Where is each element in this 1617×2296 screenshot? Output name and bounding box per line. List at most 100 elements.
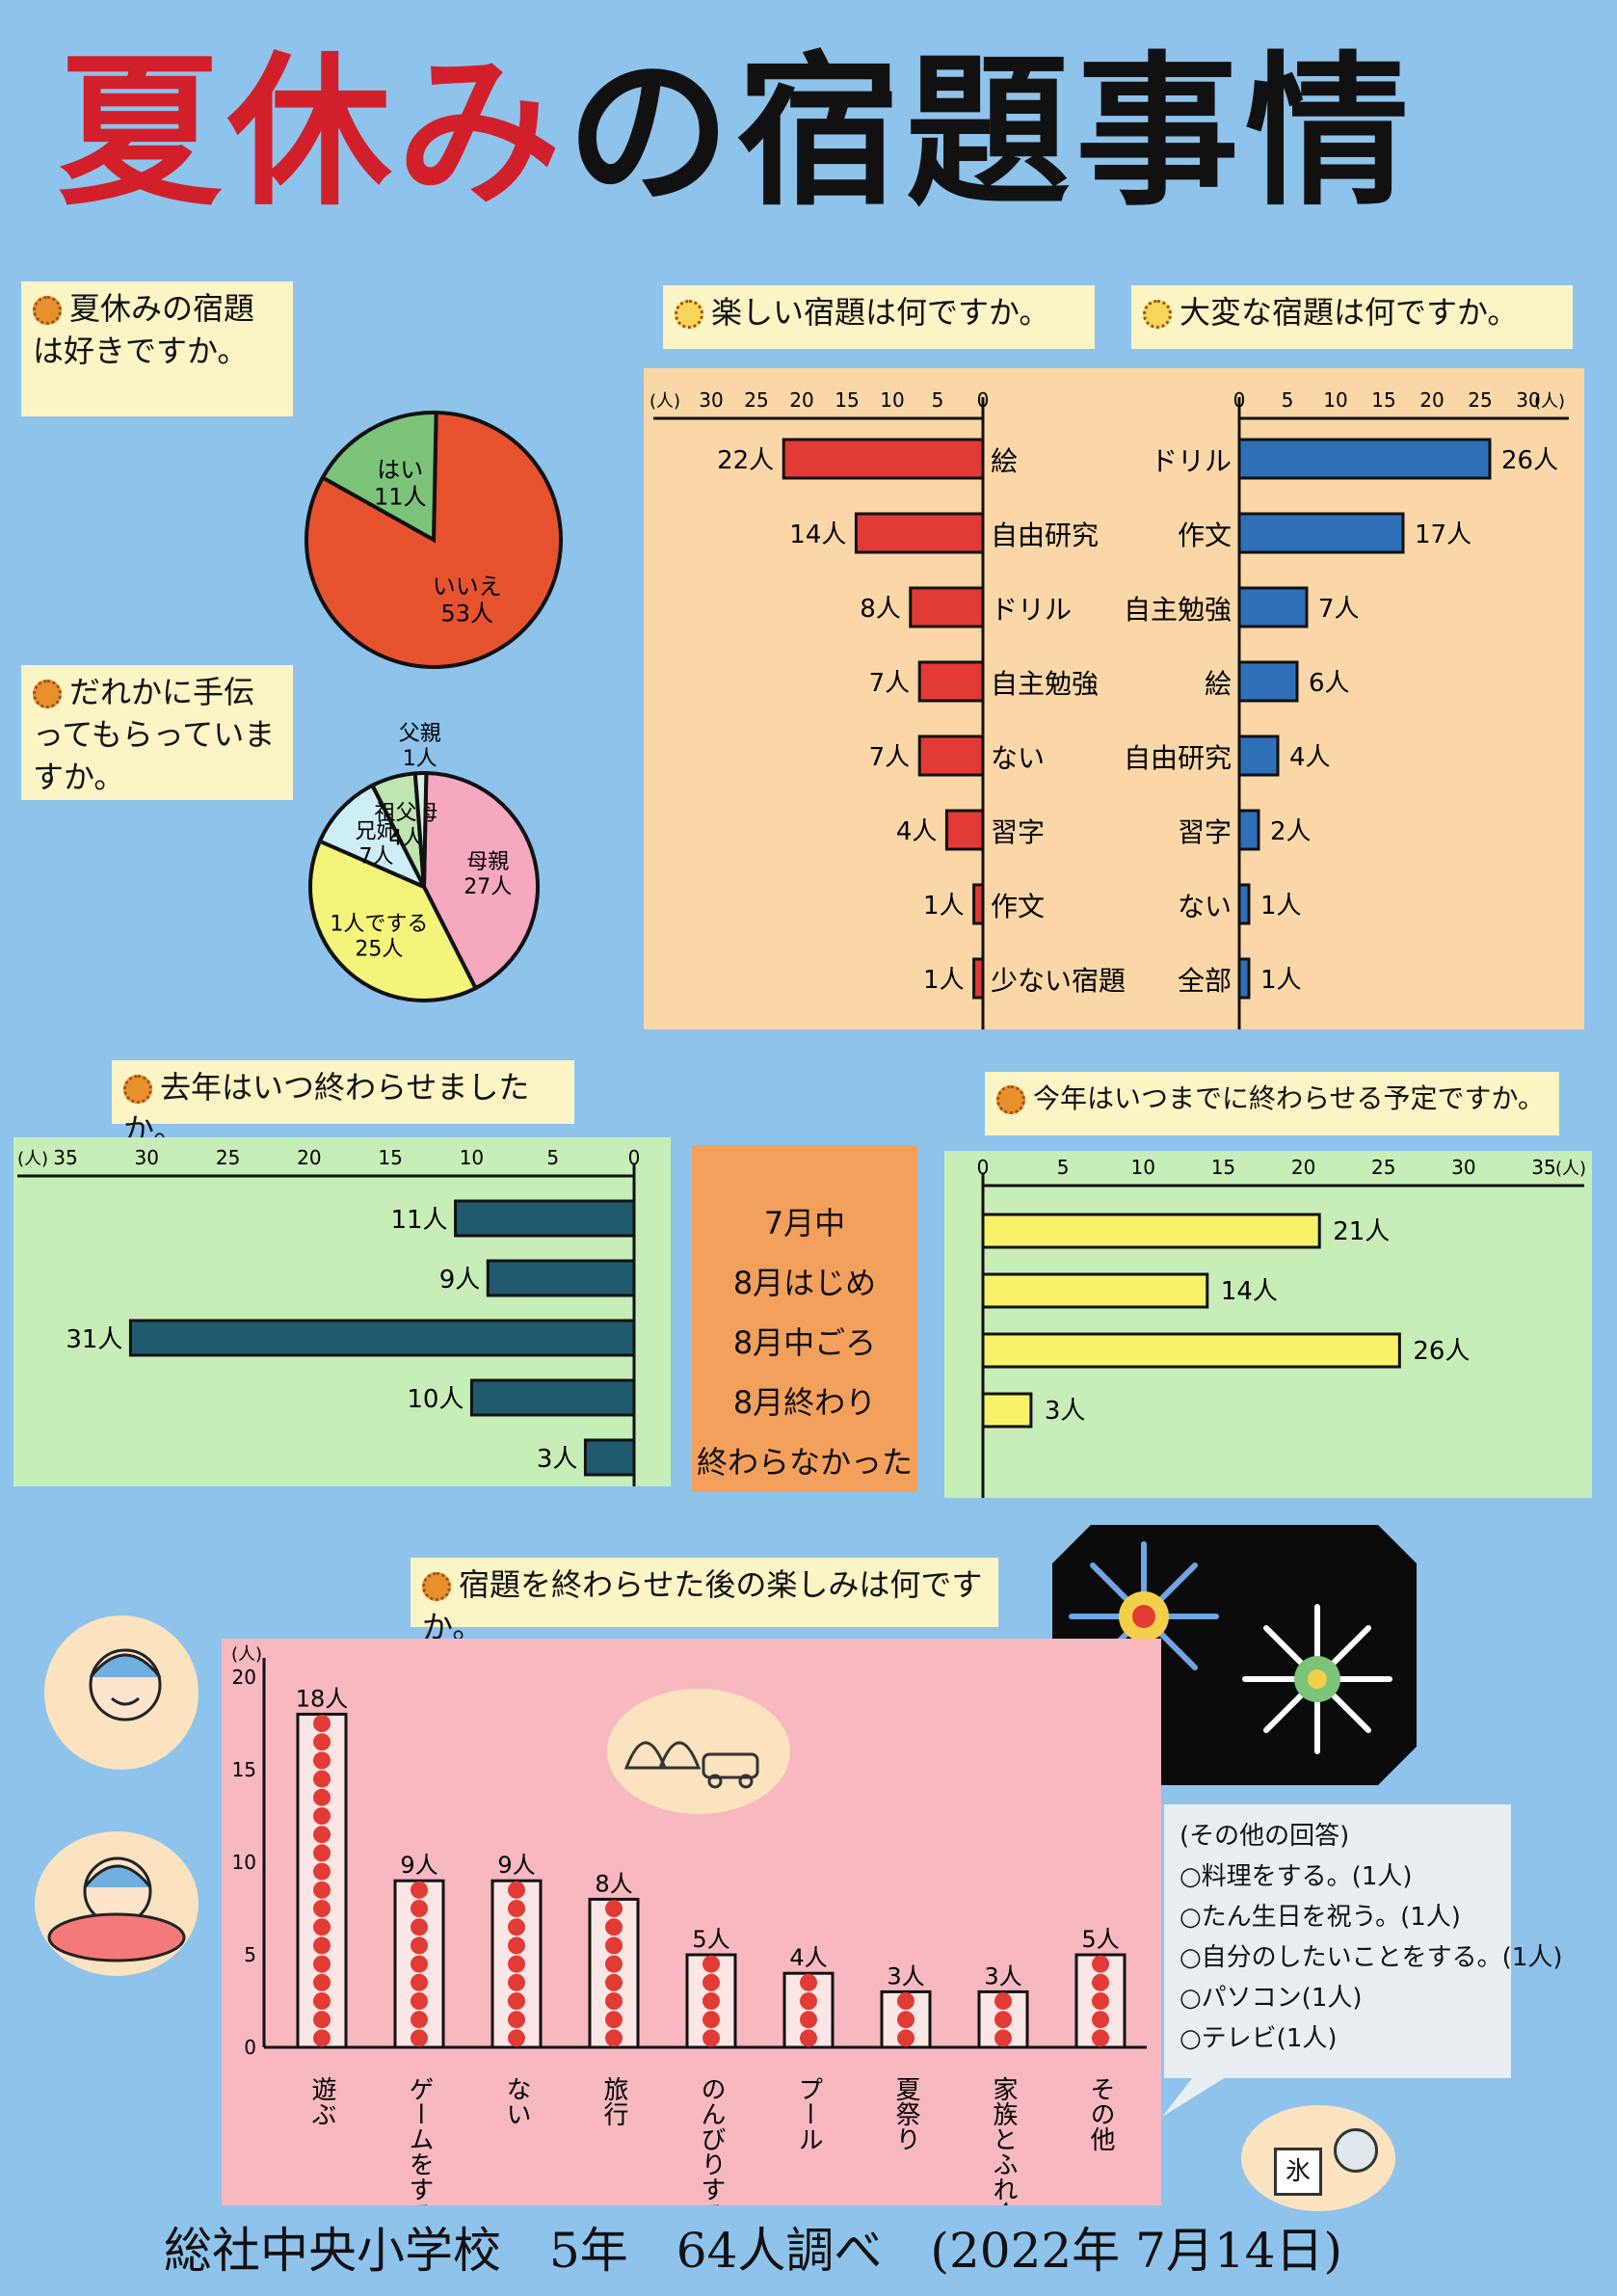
heart-icon <box>605 1918 623 1936</box>
heart-icon <box>1092 2011 1109 2029</box>
hard-category: ドリル <box>1151 445 1232 477</box>
last-year-tick: 15 <box>378 1146 402 1169</box>
last-year-tick: 10 <box>460 1146 484 1169</box>
heart-icon <box>411 1900 428 1917</box>
fun-value-label: 1人 <box>923 966 965 995</box>
heart-icon <box>313 1973 331 1991</box>
last-year-tick: 20 <box>297 1146 321 1169</box>
child-swimming-illustration <box>35 1831 199 1976</box>
travel-illustration <box>607 1689 790 1814</box>
hard-category: 自由研究 <box>1124 742 1232 774</box>
this-year-bar <box>981 1213 1321 1249</box>
this-year-tick: 35 <box>1531 1156 1555 1179</box>
after-value-label: 3人 <box>887 1962 924 1989</box>
heart-icon <box>897 2011 915 2029</box>
time-categories: 7月中 8月はじめ 8月中ごろ 8月終わり 終わらなかった <box>692 1193 917 1492</box>
heart-icon <box>1092 1955 1109 1973</box>
fun-category: ドリル <box>991 594 1072 626</box>
pie-like-label-0: いいえ <box>433 574 502 601</box>
time-category: 8月終わり <box>732 1384 877 1421</box>
this-year-value-label: 21人 <box>1333 1217 1390 1246</box>
last-year-tick: 30 <box>135 1146 159 1169</box>
last-year-value-label: 11人 <box>390 1206 447 1235</box>
heart-icon <box>508 2011 525 2029</box>
heart-icon <box>994 2011 1012 2029</box>
hard-bar <box>1237 586 1309 628</box>
last-year-value-label: 3人 <box>537 1445 578 1474</box>
heart-icon <box>508 1992 525 2010</box>
heart-icon <box>411 2011 428 2029</box>
pie-help-value-4: 1人 <box>403 747 437 771</box>
heart-icon <box>994 2029 1012 2047</box>
other-answers-list: ○料理をする。(1人) ○たん生日を祝う。(1人) ○自分のしたいことをする。(1人… <box>1180 1856 1563 2059</box>
heart-icon <box>313 1992 331 2010</box>
last-year-value-label: 31人 <box>66 1325 122 1354</box>
after-category: 遊ぶ <box>307 2076 336 2126</box>
sunflower-icon <box>123 1075 152 1104</box>
heart-icon <box>411 1936 428 1955</box>
after-category: のんびりする <box>697 2076 726 2205</box>
after-value-label: 5人 <box>692 1926 729 1953</box>
after-value-label: 8人 <box>595 1870 632 1897</box>
fun-bar <box>909 586 985 628</box>
after-category: 旅行 <box>599 2076 628 2126</box>
after-tick: 20 <box>232 1666 256 1689</box>
pie-help-slice-0 <box>421 770 540 991</box>
fun-bar <box>917 660 985 703</box>
question-like-text: 夏休みの宿題は好きですか。 <box>33 290 255 369</box>
this-year-value-label: 3人 <box>1045 1397 1086 1426</box>
heart-icon <box>313 1844 331 1862</box>
after-unit: (人) <box>231 1644 262 1665</box>
question-after: 宿題を終わらせた後の楽しみは何ですか。 <box>411 1558 998 1645</box>
pie-help-slice-4 <box>412 771 429 888</box>
hard-bar <box>1237 809 1260 851</box>
after-bar <box>296 1712 348 2049</box>
heart-icon <box>605 1900 623 1917</box>
other-answer-item: ○たん生日を祝う。(1人) <box>1180 1903 1461 1932</box>
fun-value-label: 14人 <box>789 521 846 549</box>
fun-unit: (人) <box>649 391 680 412</box>
hard-tick: 30 <box>1516 388 1540 412</box>
heart-icon <box>313 1918 331 1936</box>
hard-category: 習字 <box>1178 816 1232 848</box>
time-category: 7月中 <box>763 1205 846 1241</box>
sad-face-icon <box>1143 300 1172 329</box>
last-year-bar <box>128 1319 636 1357</box>
pie-like-value-0: 53人 <box>441 601 494 627</box>
heart-icon <box>702 1992 720 2010</box>
question-like: 夏休みの宿題は好きですか。 <box>21 281 293 416</box>
heart-icon <box>508 1900 525 1917</box>
this-year-value-label: 26人 <box>1413 1337 1470 1366</box>
question-hard-text: 大変な宿題は何ですか。 <box>1180 294 1519 331</box>
heart-icon <box>313 1807 331 1825</box>
sunflower-icon <box>33 296 62 325</box>
heart-icon <box>605 1936 623 1955</box>
pie-like-label-1: はい <box>377 456 423 483</box>
after-value-label: 5人 <box>1081 1926 1119 1953</box>
fun-value-label: 8人 <box>860 595 901 624</box>
heart-icon <box>1092 2029 1109 2047</box>
after-tick: 5 <box>244 1943 256 1966</box>
time-categories-panel: 7月中 8月はじめ 8月中ごろ 8月終わり 終わらなかった <box>692 1145 917 1492</box>
heart-icon <box>411 1955 428 1973</box>
after-category: ない <box>502 2076 531 2126</box>
heart-icon <box>605 2029 623 2047</box>
this-year-tick: 5 <box>1057 1156 1070 1179</box>
heart-icon <box>605 1992 623 2010</box>
fun-bar <box>917 734 985 777</box>
heart-icon <box>411 1992 428 2010</box>
hard-value-label: 1人 <box>1260 966 1302 995</box>
hard-tick: 10 <box>1323 388 1347 412</box>
after-value-label: 4人 <box>789 1944 827 1971</box>
smile-icon <box>675 300 703 329</box>
ice-flag-icon: 氷 <box>1274 2148 1322 2196</box>
heart-icon <box>313 1881 331 1899</box>
last-year-bar <box>486 1259 636 1297</box>
fun-bar <box>782 438 985 480</box>
fun-tick: 30 <box>699 388 723 412</box>
heart-icon <box>1092 1973 1109 1991</box>
this-year-tick: 30 <box>1451 1156 1475 1179</box>
fun-value-label: 22人 <box>717 446 774 475</box>
this-year-unit: (人) <box>1555 1159 1586 1179</box>
